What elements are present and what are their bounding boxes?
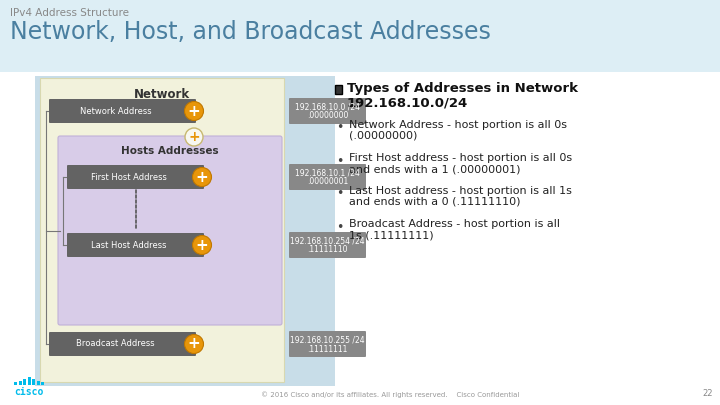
FancyBboxPatch shape <box>41 382 44 385</box>
Text: .00000001: .00000001 <box>307 177 348 186</box>
Text: © 2016 Cisco and/or its affiliates. All rights reserved.    Cisco Confidential: © 2016 Cisco and/or its affiliates. All … <box>261 391 519 398</box>
Text: Types of Addresses in Network: Types of Addresses in Network <box>347 82 578 95</box>
Text: +: + <box>188 104 200 119</box>
FancyBboxPatch shape <box>0 0 720 72</box>
Text: First Host Address: First Host Address <box>91 173 166 181</box>
Text: •: • <box>336 188 343 200</box>
Text: 1s (.11111111): 1s (.11111111) <box>349 230 433 240</box>
FancyBboxPatch shape <box>37 381 40 385</box>
FancyBboxPatch shape <box>14 382 17 385</box>
FancyBboxPatch shape <box>335 85 342 94</box>
Circle shape <box>192 235 212 254</box>
FancyBboxPatch shape <box>58 136 282 325</box>
FancyBboxPatch shape <box>289 164 366 190</box>
Text: Hosts Addresses: Hosts Addresses <box>121 146 219 156</box>
Circle shape <box>192 168 212 186</box>
FancyBboxPatch shape <box>27 377 30 385</box>
Text: and ends with a 0 (.11111110): and ends with a 0 (.11111110) <box>349 197 521 207</box>
Text: Network Address: Network Address <box>80 107 151 115</box>
FancyBboxPatch shape <box>23 379 26 385</box>
Text: Network: Network <box>134 88 190 101</box>
Text: •: • <box>336 154 343 168</box>
Text: 192.168.10.0/24: 192.168.10.0/24 <box>347 96 468 109</box>
FancyBboxPatch shape <box>289 98 366 124</box>
FancyBboxPatch shape <box>289 232 366 258</box>
Text: 192.168.10.0 /24: 192.168.10.0 /24 <box>295 102 360 111</box>
FancyBboxPatch shape <box>19 381 22 385</box>
FancyBboxPatch shape <box>32 379 35 385</box>
FancyBboxPatch shape <box>67 165 204 189</box>
FancyBboxPatch shape <box>40 78 284 382</box>
Text: Last Host address - host portion is all 1s: Last Host address - host portion is all … <box>349 186 572 196</box>
FancyBboxPatch shape <box>35 76 335 386</box>
Text: +: + <box>196 237 208 252</box>
Text: Broadcast Address: Broadcast Address <box>76 339 155 348</box>
Text: (.00000000): (.00000000) <box>349 131 418 141</box>
FancyBboxPatch shape <box>49 99 196 123</box>
Text: +: + <box>188 337 200 352</box>
FancyBboxPatch shape <box>289 331 366 357</box>
Text: 22: 22 <box>703 389 714 398</box>
Text: 192.168.10.254 /24: 192.168.10.254 /24 <box>290 237 365 245</box>
Text: First Host address - host portion is all 0s: First Host address - host portion is all… <box>349 153 572 163</box>
Text: •: • <box>336 122 343 134</box>
Text: IPv4 Address Structure: IPv4 Address Structure <box>10 8 129 18</box>
Text: and ends with a 1 (.00000001): and ends with a 1 (.00000001) <box>349 164 521 174</box>
Text: .00000000: .00000000 <box>307 111 348 121</box>
FancyBboxPatch shape <box>67 233 204 257</box>
Text: +: + <box>188 130 200 144</box>
Text: .11111110: .11111110 <box>307 245 348 254</box>
Text: Last Host Address: Last Host Address <box>91 241 166 249</box>
Circle shape <box>184 335 204 354</box>
Text: Broadcast Address - host portion is all: Broadcast Address - host portion is all <box>349 219 560 229</box>
Text: Network Address - host portion is all 0s: Network Address - host portion is all 0s <box>349 120 567 130</box>
Circle shape <box>185 128 203 146</box>
Text: cisco: cisco <box>14 387 43 397</box>
Text: +: + <box>196 170 208 185</box>
FancyBboxPatch shape <box>49 332 196 356</box>
Text: Network, Host, and Broadcast Addresses: Network, Host, and Broadcast Addresses <box>10 20 491 44</box>
Text: .11111111: .11111111 <box>307 345 348 354</box>
Circle shape <box>184 102 204 121</box>
Text: 192.168.10.1 /24: 192.168.10.1 /24 <box>295 168 360 177</box>
Text: 192.168.10.255 /24: 192.168.10.255 /24 <box>290 335 365 345</box>
Text: •: • <box>336 220 343 234</box>
